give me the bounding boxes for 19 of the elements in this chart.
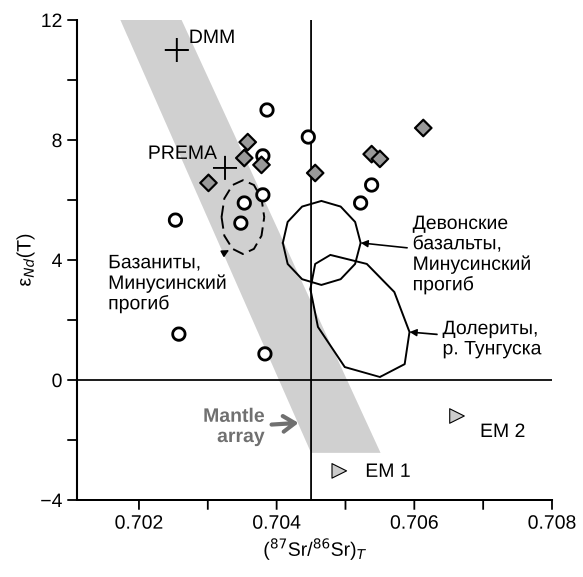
annotation: Mantle array xyxy=(204,408,265,446)
annotation: Долериты, р. Тунгуска xyxy=(442,320,542,358)
x-axis-title: ($^{87}$Sr/$^{86}$Sr)$_{T}$ xyxy=(264,538,366,560)
y-axis-title: ε$_{Nd}$(T) xyxy=(16,234,35,286)
annotation: Девонские базальты, Минусинский прогиб xyxy=(412,216,530,294)
annotation: Базаниты, Минусинский прогиб xyxy=(109,254,226,314)
y-tick-label: 4 xyxy=(52,254,62,268)
x-tick-label: 0.702 xyxy=(115,515,162,529)
x-tick-label: 0.704 xyxy=(253,515,300,529)
y-tick-label: −4 xyxy=(41,494,62,508)
annotation: DMM xyxy=(190,30,234,44)
x-tick-label: 0.708 xyxy=(528,515,576,529)
y-tick-label: 8 xyxy=(52,133,62,148)
annotation: PREMA xyxy=(149,146,217,159)
annotation: EM 1 xyxy=(366,464,410,477)
y-tick-label: 0 xyxy=(52,373,62,388)
annotation: EM 2 xyxy=(482,423,524,438)
y-tick-label: 12 xyxy=(42,13,62,28)
x-tick-label: 0.706 xyxy=(390,515,438,529)
